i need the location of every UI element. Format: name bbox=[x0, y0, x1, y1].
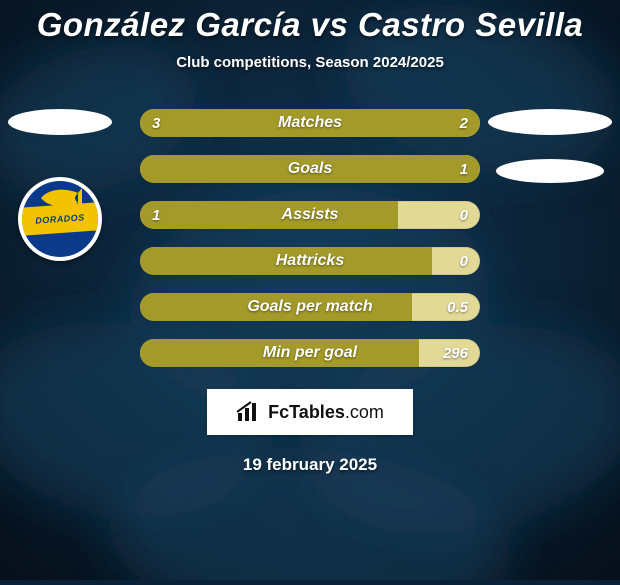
stat-value-right: 296 bbox=[443, 339, 468, 367]
stat-value-right: 0.5 bbox=[447, 293, 468, 321]
right-player-column bbox=[488, 109, 612, 183]
stat-row-goals: Goals1 bbox=[140, 155, 480, 183]
stat-row-hattricks: Hattricks0 bbox=[140, 247, 480, 275]
club-crest-band: DORADOS bbox=[22, 202, 98, 236]
left-player-name-placeholder bbox=[8, 109, 112, 135]
stat-value-right: 1 bbox=[460, 155, 468, 183]
page-title: González García vs Castro Sevilla bbox=[37, 6, 584, 44]
date-text: 19 february 2025 bbox=[243, 455, 377, 475]
content-root: González García vs Castro Sevilla Club c… bbox=[0, 0, 620, 580]
stat-row-min-per-goal: Min per goal296 bbox=[140, 339, 480, 367]
stat-value-right: 0 bbox=[460, 247, 468, 275]
stat-row-assists: Assists1 0 bbox=[140, 201, 480, 229]
logo-text: FcTables.com bbox=[268, 402, 384, 423]
bar-chart-icon bbox=[236, 401, 262, 423]
stat-row-goals-per-match: Goals per match0.5 bbox=[140, 293, 480, 321]
stat-value-left: 3 bbox=[152, 109, 160, 137]
right-player-name-placeholder bbox=[488, 109, 612, 135]
left-club-crest: DORADOS bbox=[18, 177, 102, 261]
stat-value-left: 1 bbox=[152, 201, 160, 229]
stat-label: Min per goal bbox=[140, 339, 480, 367]
stats-bars: Matches32Goals1Assists10Hattricks0Goals … bbox=[140, 109, 480, 367]
logo-suffix: .com bbox=[345, 402, 384, 422]
stat-label: Goals per match bbox=[140, 293, 480, 321]
left-player-column: DORADOS bbox=[8, 109, 112, 261]
subtitle: Club competitions, Season 2024/2025 bbox=[176, 54, 444, 71]
club-crest-inner: DORADOS bbox=[22, 181, 98, 257]
stat-label: Goals bbox=[140, 155, 480, 183]
stat-label: Matches bbox=[140, 109, 480, 137]
comparison-area: DORADOS Matches32Goals1Assists10Hattrick… bbox=[0, 109, 620, 367]
right-club-crest-placeholder bbox=[496, 159, 604, 183]
stat-label: Hattricks bbox=[140, 247, 480, 275]
logo-brand: FcTables bbox=[268, 402, 345, 422]
fctables-logo: FcTables.com bbox=[207, 389, 413, 435]
stat-row-matches: Matches3 2 bbox=[140, 109, 480, 137]
stat-value-right: 0 bbox=[460, 201, 468, 229]
stat-value-right: 2 bbox=[460, 109, 468, 137]
club-crest-text: DORADOS bbox=[35, 212, 85, 225]
stat-label: Assists bbox=[140, 201, 480, 229]
